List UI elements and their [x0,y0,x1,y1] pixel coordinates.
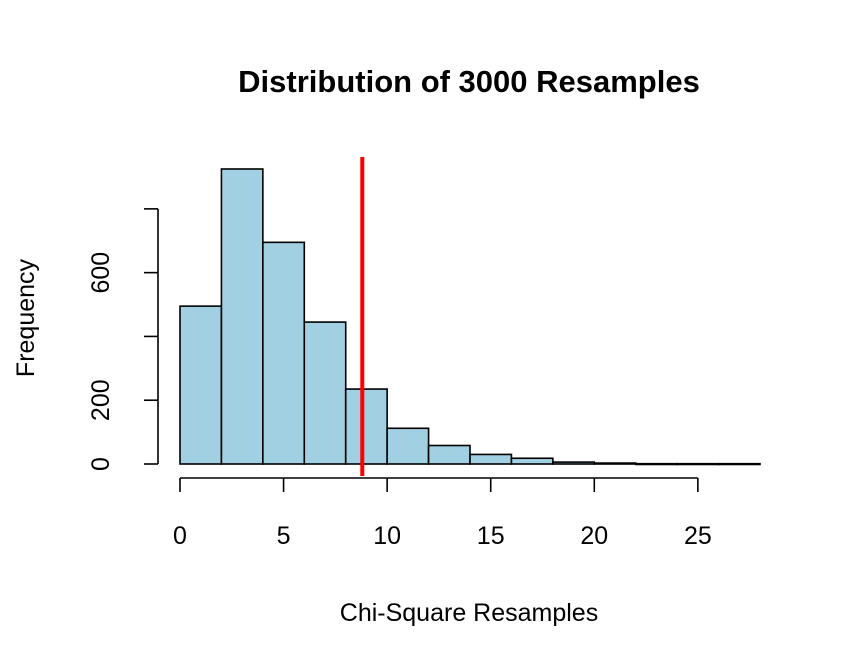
y-axis-label: Frequency [12,258,40,377]
x-tick-label-1: 5 [277,522,291,550]
histogram-bar-1 [220,168,264,465]
histogram-bar-9 [552,461,596,465]
histogram-bar-13 [717,462,761,466]
histogram-bar-2 [262,241,306,465]
bars-group [179,168,761,466]
histogram-bar-7 [469,453,513,465]
histogram-bar-12 [676,462,720,466]
histogram-bar-10 [593,462,637,465]
x-tick-label-4: 20 [580,522,608,550]
histogram-bar-4 [344,388,388,465]
y-tick-label-1: 200 [87,379,115,421]
histogram-bar-0 [179,305,223,465]
x-tick-label-5: 25 [684,522,712,550]
x-tick-label-2: 10 [373,522,401,550]
histogram-bar-11 [634,462,678,466]
y-tick-label-0: 0 [87,457,115,471]
histogram-bar-3 [303,321,347,465]
chart-title: Distribution of 3000 Resamples [238,64,700,99]
x-tick-label-0: 0 [173,522,187,550]
histogram-bar-5 [386,427,430,465]
histogram-bar-8 [510,457,554,465]
y-axis: 0 200 600 [87,208,159,471]
y-tick-label-3: 600 [87,252,115,294]
x-tick-label-3: 15 [477,522,505,550]
x-axis-label: Chi-Square Resamples [340,599,598,627]
x-axis: 0 5 10 15 20 25 [173,477,712,550]
histogram-bar-6 [427,444,471,465]
